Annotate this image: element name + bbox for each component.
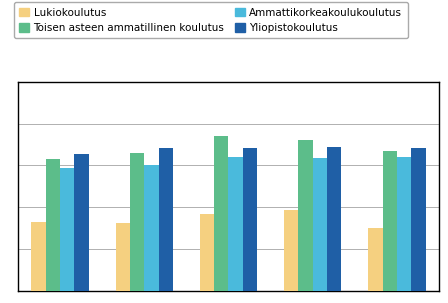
Bar (397, 157, 411, 291)
Bar (74, 154, 89, 291)
Bar (31, 222, 46, 291)
Bar (60, 168, 74, 291)
Bar (298, 140, 313, 291)
Bar (228, 157, 243, 291)
Legend: Lukiokoulutus, Toisen asteen ammatillinen koulutus, Ammattikorkeakoulukoulutus, : Lukiokoulutus, Toisen asteen ammatilline… (14, 2, 408, 38)
Bar (284, 210, 298, 291)
Bar (200, 214, 214, 291)
Bar (313, 158, 327, 291)
Bar (368, 228, 383, 291)
Bar (411, 148, 426, 291)
Bar (243, 148, 257, 291)
Bar (46, 159, 60, 291)
Bar (116, 223, 130, 291)
Bar (327, 147, 341, 291)
Bar (383, 151, 397, 291)
Bar (144, 165, 159, 291)
Bar (214, 136, 228, 291)
Bar (130, 153, 144, 291)
Bar (159, 148, 173, 291)
